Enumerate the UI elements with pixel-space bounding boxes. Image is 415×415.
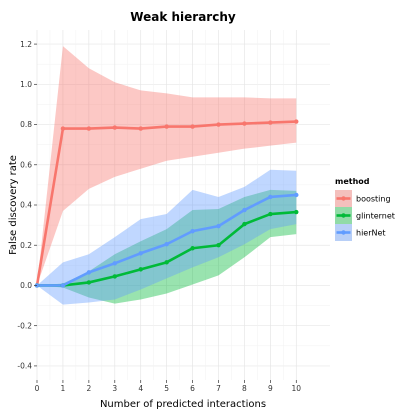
y-tick-label: 0.4 xyxy=(20,201,32,210)
point-hierNet xyxy=(216,223,221,229)
point-hierNet xyxy=(164,242,169,247)
point-boosting xyxy=(86,126,92,131)
y-tick-label: 0.2 xyxy=(20,241,32,250)
point-hierNet xyxy=(294,192,299,198)
x-tick-label: 3 xyxy=(112,384,117,393)
point-hierNet xyxy=(268,194,273,200)
point-glinternet xyxy=(242,221,247,227)
point-hierNet xyxy=(138,251,143,256)
point-boosting xyxy=(268,120,273,125)
legend-label: hierNet xyxy=(356,229,386,238)
point-glinternet xyxy=(216,243,221,248)
point-boosting xyxy=(190,124,195,129)
y-tick-label: 0.8 xyxy=(20,120,32,129)
point-boosting xyxy=(216,122,221,127)
x-tick-label: 0 xyxy=(35,384,40,393)
y-tick-label: -0.2 xyxy=(17,321,32,330)
point-boosting xyxy=(294,119,299,124)
x-tick-label: 8 xyxy=(242,384,247,393)
x-tick-label: 4 xyxy=(138,384,143,393)
point-glinternet xyxy=(86,280,92,285)
y-axis: -0.4 -0.2 0.0 0.2 0.4 0.6 0.8 1.0 1.2 xyxy=(17,40,37,371)
point-glinternet xyxy=(268,211,273,217)
point-glinternet xyxy=(190,246,195,251)
point-hierNet xyxy=(112,261,117,266)
legend-label: glinternet xyxy=(356,212,395,221)
point-glinternet xyxy=(138,267,143,272)
point-boosting xyxy=(112,125,117,130)
legend-label: boosting xyxy=(356,195,391,204)
x-tick-label: 6 xyxy=(190,384,195,393)
band-hierNet xyxy=(37,169,297,305)
legend-item-hierNet: hierNet xyxy=(335,224,386,241)
x-tick-label: 5 xyxy=(164,384,169,393)
y-tick-label: 1.2 xyxy=(20,40,32,49)
y-axis-label: False discovery rate xyxy=(8,155,19,255)
y-tick-label: -0.4 xyxy=(17,362,32,371)
x-tick-label: 7 xyxy=(216,384,221,393)
legend-item-glinternet: glinternet xyxy=(335,207,395,224)
legend-title: method xyxy=(335,177,370,186)
y-tick-label: 1.0 xyxy=(20,80,32,89)
y-tick-label: 0.0 xyxy=(20,281,32,290)
chart-title: Weak hierarchy xyxy=(130,10,236,24)
point-boosting xyxy=(138,126,143,131)
point-hierNet xyxy=(190,228,195,234)
point-glinternet xyxy=(294,209,299,215)
legend-point-swatch xyxy=(341,230,346,235)
y-tick-label: 0.6 xyxy=(20,160,32,169)
grid-lines xyxy=(36,30,330,380)
x-tick-label: 1 xyxy=(61,384,66,393)
point-boosting xyxy=(242,121,247,126)
x-tick-label: 9 xyxy=(268,384,273,393)
point-glinternet xyxy=(112,274,117,279)
point-hierNet xyxy=(242,207,247,213)
x-axis-label: Number of predicted interactions xyxy=(100,399,266,410)
point-glinternet xyxy=(164,260,169,265)
x-axis: 0 1 2 3 4 5 6 7 8 9 10 xyxy=(35,380,302,393)
legend-item-boosting: boosting xyxy=(335,190,391,207)
x-tick-label: 10 xyxy=(292,384,302,393)
point-boosting xyxy=(164,124,169,129)
x-tick-label: 2 xyxy=(86,384,91,393)
legend-point-swatch xyxy=(341,213,346,218)
legend: method boosting glinternet hierNet xyxy=(335,177,395,241)
point-hierNet xyxy=(86,270,92,275)
point-boosting xyxy=(60,126,66,131)
legend-point-swatch xyxy=(341,196,346,201)
point-hierNet xyxy=(60,283,66,288)
band-boosting xyxy=(37,46,297,286)
